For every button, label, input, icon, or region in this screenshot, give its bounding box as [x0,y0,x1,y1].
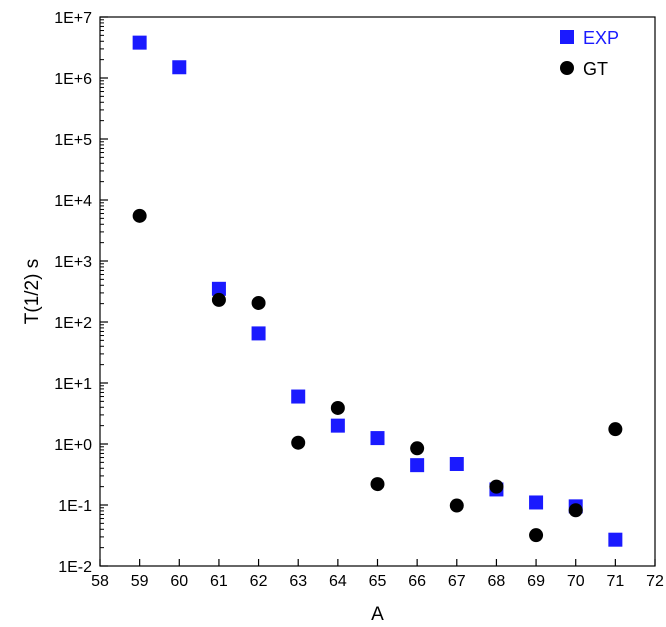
legend-exp-marker [560,30,574,44]
y-axis: 1E-2 1E-1 1E+0 1E+1 1E+2 1E+3 1E+4 1E+5 1E+6 1E+7 [54,10,108,576]
x-tick-label: 66 [408,573,426,590]
point-gt [568,503,583,518]
point-gt [132,208,147,223]
plot-area [132,35,623,547]
x-axis-title: A [371,604,384,625]
y-tick-label: 1E+6 [54,71,92,88]
y-tick-label: 1E+7 [54,10,92,27]
x-tick-label: 72 [646,573,664,590]
point-exp [211,281,226,296]
point-exp [370,431,385,446]
legend: EXP GT [560,28,619,79]
point-gt [251,295,266,310]
y-tick-label: 1E+3 [54,254,92,271]
x-tick-label: 61 [210,573,228,590]
x-tick-label: 64 [329,573,347,590]
point-gt [291,435,306,450]
point-gt [211,292,226,307]
y-tick-label: 1E+4 [54,193,92,210]
point-exp [608,532,623,547]
legend-exp-label: EXP [583,28,619,48]
point-gt [449,498,464,513]
x-tick-label: 68 [488,573,506,590]
y-tick-label: 1E+2 [54,315,92,332]
y-tick-label: 1E-1 [58,498,92,515]
x-tick-label: 58 [91,573,109,590]
point-gt [608,422,623,437]
point-gt [370,477,385,492]
point-exp [449,457,464,472]
point-exp [132,35,147,50]
point-gt [529,528,544,543]
y-tick-label: 1E+5 [54,132,92,149]
y-tick-label: 1E+1 [54,376,92,393]
point-gt [410,441,425,456]
x-tick-label: 62 [250,573,268,590]
x-tick-label: 63 [289,573,307,590]
point-exp [291,389,306,404]
point-exp [410,458,425,473]
x-tick-label: 65 [369,573,387,590]
y-tick-label: 1E+0 [54,437,92,454]
x-tick-label: 70 [567,573,585,590]
y-axis-title: T(1/2) s [22,259,43,324]
y-tick-label: 1E-2 [58,559,92,576]
x-tick-label: 60 [170,573,188,590]
point-gt [330,400,345,415]
point-gt [489,479,504,494]
point-exp [172,60,187,75]
legend-gt-marker [560,61,574,75]
point-exp [529,495,544,510]
x-tick-label: 59 [131,573,149,590]
x-tick-label: 71 [606,573,624,590]
legend-gt-label: GT [583,59,608,79]
point-exp [330,418,345,433]
x-tick-label: 67 [448,573,466,590]
point-exp [251,326,266,341]
x-tick-label: 69 [527,573,545,590]
x-axis: 58 59 60 61 62 63 64 65 66 67 68 69 70 71 72 [91,559,664,590]
